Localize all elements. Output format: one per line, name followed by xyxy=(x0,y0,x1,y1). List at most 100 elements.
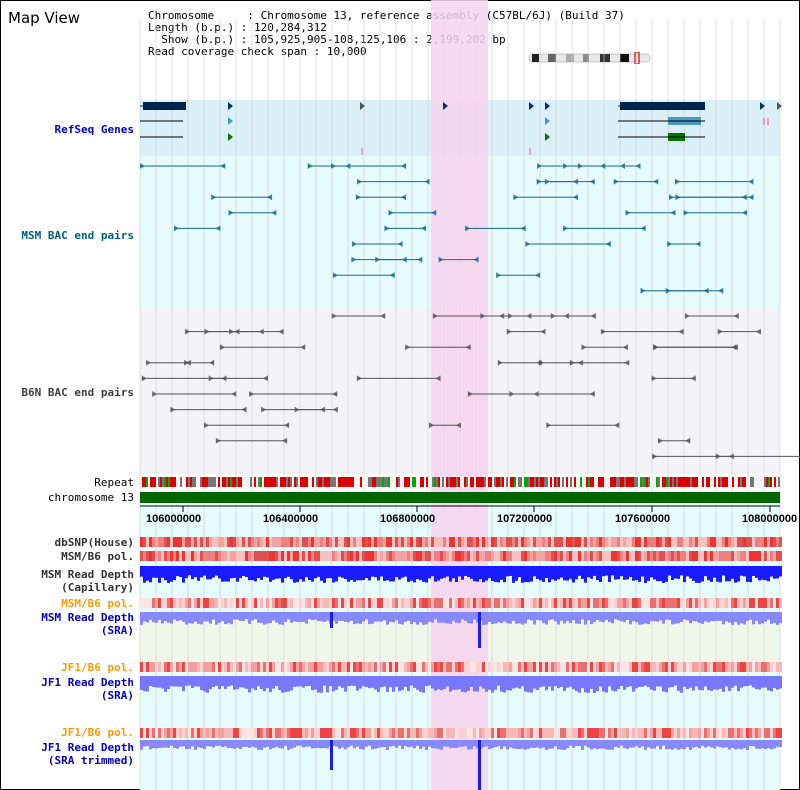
pol-cell xyxy=(488,598,491,608)
pol-cell xyxy=(584,728,587,738)
depth-bar-msm-sra xyxy=(491,612,494,624)
pol-cell xyxy=(338,551,341,561)
depth-bar-msm-sra xyxy=(482,612,485,625)
dbsnp-cell xyxy=(650,537,653,547)
pol-cell xyxy=(281,598,284,608)
depth-bar-jf1-trimmed xyxy=(578,740,581,747)
pol-cell xyxy=(614,598,617,608)
bac-end xyxy=(152,391,158,397)
pol-cell xyxy=(533,728,536,738)
repeat-block xyxy=(382,477,384,487)
pol-cell xyxy=(146,551,149,561)
bac-end xyxy=(733,313,739,319)
pol-cell xyxy=(740,551,743,561)
repeat-block xyxy=(536,477,538,487)
repeat-block xyxy=(212,477,214,487)
pol-cell xyxy=(770,728,773,738)
depth-bar-capillary xyxy=(251,566,254,581)
pol-cell xyxy=(161,728,164,738)
pol-cell xyxy=(338,728,341,738)
dbsnp-cell xyxy=(779,537,782,547)
pol-cell xyxy=(509,662,512,672)
pol-cell xyxy=(638,551,641,561)
repeat-block xyxy=(454,477,456,487)
bac-end xyxy=(717,328,723,335)
depth-bar-jf1-trimmed xyxy=(365,740,368,747)
depth-bar-capillary xyxy=(614,566,617,580)
dbsnp-cell xyxy=(209,537,212,547)
pol-cell xyxy=(179,662,182,672)
depth-bar-msm-sra xyxy=(419,612,422,623)
depth-bar-msm-sra xyxy=(185,612,188,625)
pol-cell xyxy=(299,598,302,608)
repeat-block xyxy=(524,477,526,487)
depth-bar-capillary xyxy=(572,566,575,583)
pol-cell xyxy=(341,598,344,608)
bac-end xyxy=(401,256,407,263)
pol-cell xyxy=(638,598,641,608)
pol-cell xyxy=(398,551,401,561)
pol-cell xyxy=(308,551,311,561)
depth-bar-msm-sra xyxy=(158,612,161,620)
depth-bar-capillary xyxy=(197,566,200,581)
depth-bar-capillary xyxy=(164,566,167,581)
depth-bar-jf1 xyxy=(311,676,314,691)
depth-bar-capillary xyxy=(494,566,497,582)
pol-cell xyxy=(407,598,410,608)
pol-cell xyxy=(701,551,704,561)
repeat-block xyxy=(140,477,142,487)
pol-cell xyxy=(341,551,344,561)
depth-bar-msm-sra xyxy=(161,612,164,624)
depth-bar-jf1 xyxy=(713,676,716,690)
depth-bar-jf1-trimmed xyxy=(677,740,680,750)
bac-end xyxy=(546,422,552,429)
pol-cell xyxy=(278,728,281,738)
pol-cell xyxy=(443,598,446,608)
dbsnp-cell xyxy=(524,537,527,547)
depth-bar-jf1 xyxy=(236,676,239,689)
pol-cell xyxy=(365,728,368,738)
bac-end xyxy=(640,287,646,294)
pol-cell xyxy=(398,598,401,608)
repeat-block xyxy=(222,477,224,487)
depth-bar-jf1 xyxy=(485,676,488,692)
dbsnp-cell xyxy=(707,537,710,547)
pol-cell xyxy=(167,598,170,608)
pol-cell xyxy=(200,551,203,561)
depth-bar-capillary xyxy=(332,566,335,583)
pol-cell xyxy=(518,662,521,672)
pol-cell xyxy=(680,598,683,608)
dbsnp-cell xyxy=(635,537,638,547)
pol-cell xyxy=(173,551,176,561)
depth-bar-capillary xyxy=(236,566,239,582)
pol-cell xyxy=(584,551,587,561)
gene-arrow xyxy=(360,102,365,110)
pol-cell xyxy=(647,551,650,561)
repeat-block xyxy=(206,477,208,487)
depth-bar-jf1 xyxy=(536,676,539,690)
depth-bar-jf1-trimmed xyxy=(452,740,455,748)
dbsnp-cell xyxy=(341,537,344,547)
repeat-block xyxy=(696,477,698,487)
depth-bar-jf1-trimmed xyxy=(749,740,752,746)
label-msm-bac: MSM BAC end pairs xyxy=(21,229,134,242)
pol-cell xyxy=(230,662,233,672)
depth-bar-capillary xyxy=(623,566,626,580)
pol-cell xyxy=(614,551,617,561)
pol-cell xyxy=(662,728,665,738)
repeat-block xyxy=(482,477,484,487)
pol-cell xyxy=(251,662,254,672)
bac-end xyxy=(695,241,701,247)
repeat-block xyxy=(558,477,560,487)
depth-bar-jf1 xyxy=(404,676,407,687)
pol-cell xyxy=(416,662,419,672)
bac-end xyxy=(684,313,690,319)
depth-bar-msm-sra xyxy=(248,612,251,624)
dbsnp-cell xyxy=(629,537,632,547)
depth-bar-jf1 xyxy=(362,676,365,687)
pol-cell xyxy=(623,551,626,561)
depth-bar-msm-sra xyxy=(173,612,176,620)
pol-cell xyxy=(467,598,470,608)
pol-cell xyxy=(614,662,617,672)
